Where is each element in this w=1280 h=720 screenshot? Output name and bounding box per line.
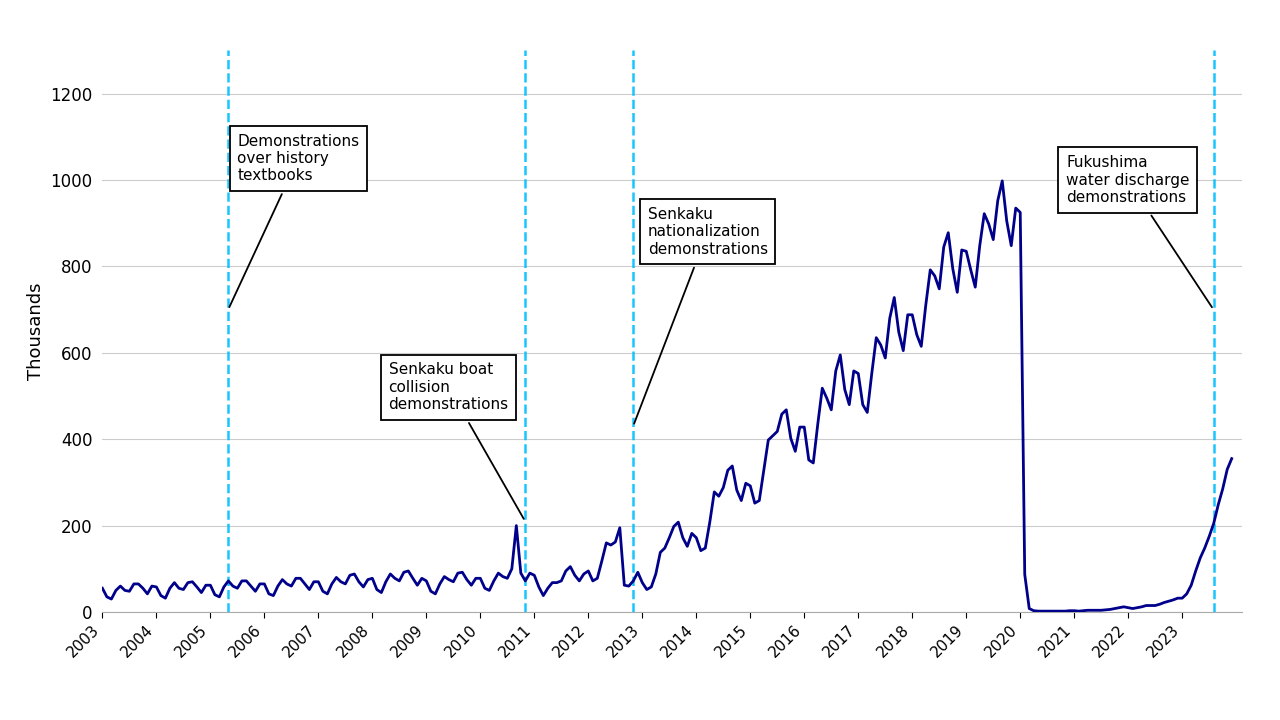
Text: Demonstrations
over history
textbooks: Demonstrations over history textbooks (229, 133, 360, 307)
Text: Fukushima
water discharge
demonstrations: Fukushima water discharge demonstrations (1066, 155, 1212, 307)
Y-axis label: Thousands: Thousands (27, 282, 45, 380)
Text: Senkaku boat
collision
demonstrations: Senkaku boat collision demonstrations (389, 362, 524, 519)
Text: Senkaku
nationalization
demonstrations: Senkaku nationalization demonstrations (634, 207, 768, 423)
